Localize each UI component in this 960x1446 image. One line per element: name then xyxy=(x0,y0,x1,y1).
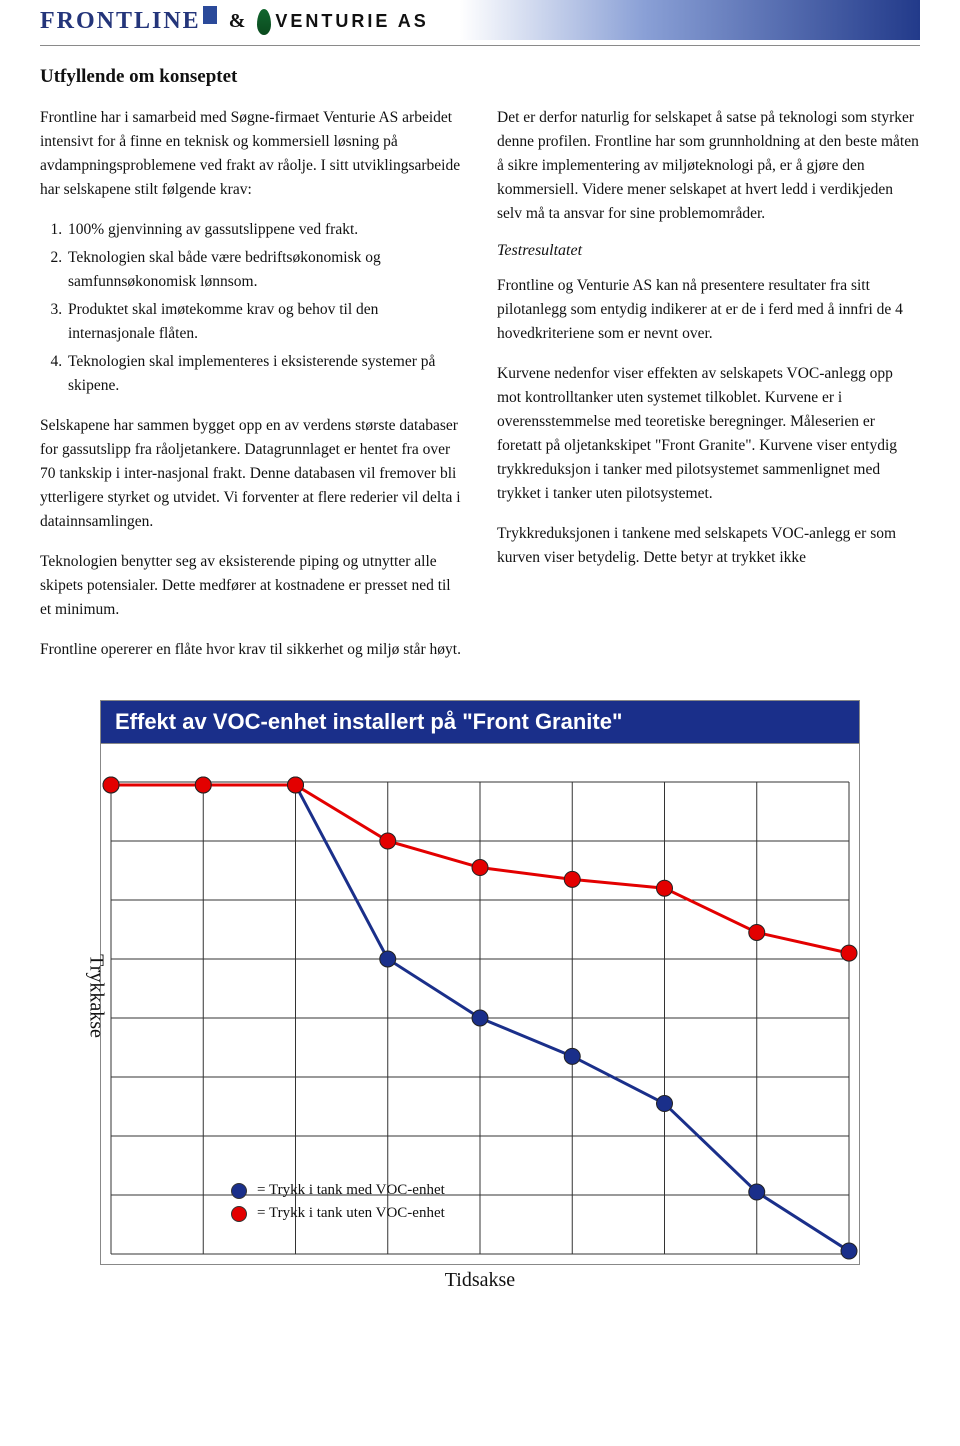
ampersand: & xyxy=(229,10,246,33)
legend-row: = Trykk i tank uten VOC-enhet xyxy=(231,1205,445,1222)
columns: Frontline har i samarbeid med Søgne-firm… xyxy=(40,106,920,678)
logo-frontline: FRONTLINE xyxy=(40,8,217,35)
logo-venturie: VENTURIE AS xyxy=(257,9,428,35)
legend-label: = Trykk i tank med VOC-enhet xyxy=(257,1182,445,1199)
requirements-list: 100% gjenvinning av gassutslippene ved f… xyxy=(40,218,463,398)
paragraph: Frontline har i samarbeid med Søgne-firm… xyxy=(40,106,463,202)
chart-container: Effekt av VOC-enhet installert på "Front… xyxy=(100,700,860,1292)
page: FRONTLINE & VENTURIE AS Utfyllende om ko… xyxy=(0,0,960,1322)
legend-row: = Trykk i tank med VOC-enhet xyxy=(231,1182,445,1199)
subheading: Testresultatet xyxy=(497,242,920,260)
chart-legend: = Trykk i tank med VOC-enhet = Trykk i t… xyxy=(231,1176,445,1228)
header: FRONTLINE & VENTURIE AS xyxy=(40,0,920,41)
paragraph: Selskapene har sammen bygget opp en av v… xyxy=(40,414,463,534)
paragraph: Trykkreduksjonen i tankene med selskapet… xyxy=(497,522,920,570)
logo-frontline-text: FRONTLINE xyxy=(40,8,201,34)
chart-frame: = Trykk i tank med VOC-enhet = Trykk i t… xyxy=(100,743,860,1265)
logo-frontline-square-icon xyxy=(203,6,217,24)
logo-venturie-text: VENTURIE AS xyxy=(275,11,428,32)
header-rule xyxy=(40,45,920,46)
legend-dot-icon xyxy=(231,1206,247,1222)
chart-x-axis-label: Tidsakse xyxy=(100,1269,860,1292)
header-gradient-bar xyxy=(460,0,920,40)
column-left: Frontline har i samarbeid med Søgne-firm… xyxy=(40,106,463,678)
legend-label: = Trykk i tank uten VOC-enhet xyxy=(257,1205,445,1222)
flame-icon xyxy=(257,9,271,35)
chart-title: Effekt av VOC-enhet installert på "Front… xyxy=(100,700,860,743)
chart-svg xyxy=(101,744,859,1264)
paragraph: Kurvene nedenfor viser effekten av selsk… xyxy=(497,362,920,506)
section-title: Utfyllende om konseptet xyxy=(40,66,920,88)
list-item: Produktet skal imøtekomme krav og behov … xyxy=(66,298,463,346)
chart-y-axis-label: Trykkakse xyxy=(84,954,107,1038)
paragraph: Det er derfor naturlig for selskapet å s… xyxy=(497,106,920,226)
column-right: Det er derfor naturlig for selskapet å s… xyxy=(497,106,920,678)
paragraph: Frontline og Venturie AS kan nå presente… xyxy=(497,274,920,346)
paragraph: Teknologien benytter seg av eksisterende… xyxy=(40,550,463,622)
paragraph: Frontline opererer en flåte hvor krav ti… xyxy=(40,638,463,662)
list-item: 100% gjenvinning av gassutslippene ved f… xyxy=(66,218,463,242)
legend-dot-icon xyxy=(231,1183,247,1199)
list-item: Teknologien skal implementeres i eksiste… xyxy=(66,350,463,398)
list-item: Teknologien skal både være bedriftsøkono… xyxy=(66,246,463,294)
